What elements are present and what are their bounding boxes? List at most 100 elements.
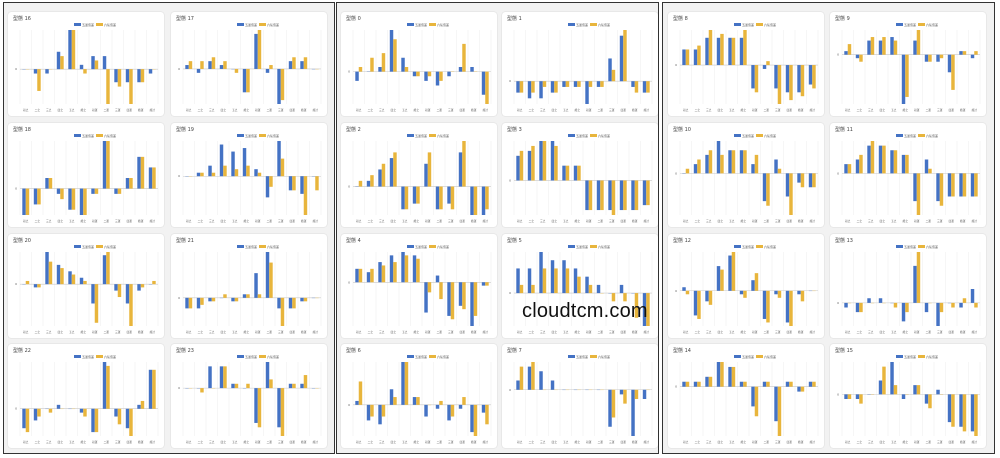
bar-series1 xyxy=(959,302,963,308)
bar-series2 xyxy=(565,165,570,181)
bar-series2 xyxy=(60,268,64,285)
x-tick-label: 四運 xyxy=(621,108,627,112)
bar-series1 xyxy=(412,255,417,283)
bar-series1 xyxy=(481,71,486,95)
x-tick-label: 五之 xyxy=(69,330,75,334)
bar-chart-svg: 五運值差 六氣值差 0 初之 二之 三之 四之 五之 終之 初運 二運 三運 四運 終運 總計 xyxy=(178,354,322,444)
chart-title: 型態 21 xyxy=(176,238,194,244)
x-tick-label: 終運 xyxy=(798,330,804,334)
x-tick-label: 二之 xyxy=(368,108,374,112)
bar-series1 xyxy=(102,255,107,285)
bar-series2 xyxy=(94,188,99,194)
chart-panel: 型態 23 五運值差 六氣值差 0 初之 二之 三之 四之 五之 終之 初運 二運 三運 四運 終運 總計 xyxy=(171,344,327,448)
bar-series2 xyxy=(623,293,627,302)
bar-chart-svg: 五運值差 六氣值差 0 初之 二之 三之 四之 五之 終之 初運 二運 三運 四運 終運 總計 xyxy=(348,354,492,444)
legend-label: 五運值差 xyxy=(904,22,916,27)
bar-series1 xyxy=(705,376,709,387)
bar-series2 xyxy=(246,68,250,93)
legend-label: 六氣值差 xyxy=(437,354,449,359)
bar-series2 xyxy=(554,145,558,181)
x-tick-label: 終之 xyxy=(81,330,87,334)
bar-series1 xyxy=(254,33,258,69)
x-tick-label: 三運 xyxy=(609,330,615,334)
bar-series2 xyxy=(554,268,558,294)
x-tick-label: 五之 xyxy=(402,330,408,334)
x-tick-label: 初運 xyxy=(752,330,758,334)
x-tick-label: 四運 xyxy=(460,108,466,112)
bar-series2 xyxy=(634,180,639,211)
bar-series1 xyxy=(68,188,72,210)
bar-chart-svg: 五運值差 六氣值差 0 初之 二之 三之 四之 五之 終之 初運 二運 三運 四運 終運 總計 xyxy=(837,133,981,223)
bar-chart-svg: 五運值差 六氣值差 0 初之 二之 三之 四之 五之 終之 初運 二運 三運 四運 終運 總計 xyxy=(15,22,159,112)
x-tick-label: 三之 xyxy=(379,219,385,223)
x-tick-label: 終運 xyxy=(301,219,307,223)
bar-series1 xyxy=(79,64,84,70)
x-tick-label: 總計 xyxy=(150,330,156,334)
chart-title: 型態 1 xyxy=(507,16,522,22)
bar-series2 xyxy=(303,57,308,69)
bar-series2 xyxy=(905,302,909,313)
bar-series2 xyxy=(83,408,87,417)
bar-series1 xyxy=(693,49,698,66)
bar-chart-svg: 五運值差 六氣值差 0 初之 二之 三之 四之 五之 終之 初運 二運 三運 四運 終運 總計 xyxy=(178,133,322,223)
x-tick-label: 二之 xyxy=(198,330,204,334)
x-tick-label: 二之 xyxy=(695,219,701,223)
x-tick-label: 二之 xyxy=(857,440,863,444)
bar-series1 xyxy=(22,188,26,215)
x-tick-label: 四之 xyxy=(552,219,558,223)
bar-series2 xyxy=(381,163,386,187)
x-tick-label: 四運 xyxy=(290,330,296,334)
bar-series1 xyxy=(890,362,894,395)
x-tick-label: 二運 xyxy=(598,330,604,334)
x-tick-label: 初運 xyxy=(586,440,592,444)
bar-series2 xyxy=(427,282,432,293)
legend-label: 六氣值差 xyxy=(104,244,116,249)
bar-series2 xyxy=(766,61,770,66)
bar-series2 xyxy=(462,141,466,187)
bar-series1 xyxy=(844,394,848,399)
bar-series2 xyxy=(117,69,122,87)
legend-swatch xyxy=(756,23,763,26)
x-tick-label: 總計 xyxy=(313,108,319,112)
bar-series1 xyxy=(148,167,153,189)
x-tick-label: 五之 xyxy=(232,330,238,334)
bar-series1 xyxy=(91,56,95,70)
bar-series2 xyxy=(71,274,76,285)
x-tick-label: 終之 xyxy=(244,219,250,223)
bar-series1 xyxy=(355,71,359,81)
bar-series1 xyxy=(277,141,281,177)
bar-series1 xyxy=(401,252,405,283)
x-tick-label: 二之 xyxy=(198,440,204,444)
bar-series2 xyxy=(754,154,759,174)
x-tick-label: 四運 xyxy=(787,108,793,112)
bar-series2 xyxy=(685,381,690,387)
x-tick-label: 總計 xyxy=(313,219,319,223)
x-tick-label: 四之 xyxy=(391,330,397,334)
bar-series1 xyxy=(516,81,520,93)
bar-series2 xyxy=(754,65,759,93)
legend-label: 五運值差 xyxy=(245,133,257,138)
bar-series1 xyxy=(562,81,566,87)
x-tick-label: 四運 xyxy=(127,440,133,444)
bar-series2 xyxy=(685,49,690,66)
bar-series1 xyxy=(242,68,247,93)
bar-series1 xyxy=(762,173,767,202)
bar-series2 xyxy=(766,173,770,206)
bar-series2 xyxy=(646,180,650,206)
legend-swatch xyxy=(407,134,414,137)
bar-series1 xyxy=(970,54,975,59)
legend-label: 五運值差 xyxy=(245,244,257,249)
bar-series2 xyxy=(916,385,921,395)
bar-series1 xyxy=(102,56,107,70)
bar-series2 xyxy=(439,71,443,81)
bar-series1 xyxy=(185,297,189,309)
x-tick-label: 總計 xyxy=(150,219,156,223)
legend-swatch xyxy=(756,245,763,248)
bar-series2 xyxy=(280,388,285,436)
chart-title: 型態 23 xyxy=(176,348,194,354)
bar-chart-svg: 五運值差 六氣值差 0 初之 二之 三之 四之 五之 終之 初運 二運 三運 四運 終運 總計 xyxy=(837,22,981,112)
bar-series2 xyxy=(800,65,805,97)
bar-chart-svg: 五運值差 六氣值差 0 初之 二之 三之 四之 五之 終之 初運 二運 三運 四運 終運 總計 xyxy=(675,133,819,223)
x-tick-label: 二之 xyxy=(695,108,701,112)
x-tick-label: 二之 xyxy=(35,219,41,223)
